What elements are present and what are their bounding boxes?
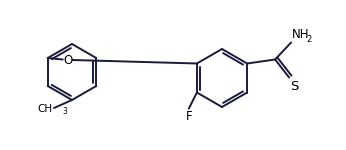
Text: F: F: [185, 111, 192, 123]
Text: CH: CH: [37, 104, 52, 114]
Text: O: O: [63, 54, 72, 66]
Text: S: S: [290, 80, 299, 93]
Text: NH: NH: [292, 28, 310, 42]
Text: 2: 2: [306, 34, 311, 43]
Text: 3: 3: [62, 108, 67, 117]
